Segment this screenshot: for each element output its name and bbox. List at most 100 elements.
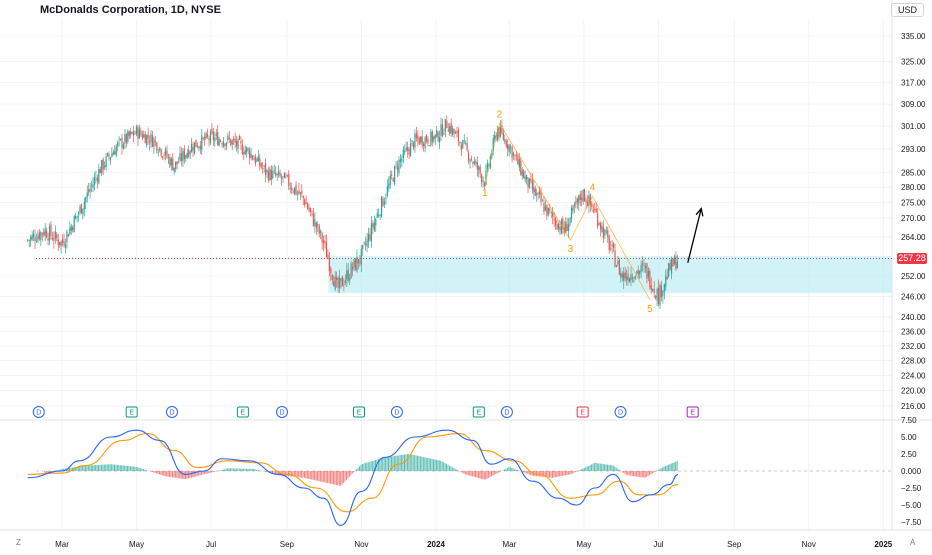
candle-body — [453, 129, 454, 133]
macd-histogram-bar — [211, 471, 212, 472]
corner-right-label[interactable]: A — [910, 538, 915, 547]
candle-body — [642, 263, 643, 265]
candle-body — [530, 179, 531, 181]
macd-histogram-bar — [142, 469, 143, 471]
macd-histogram-bar — [472, 471, 473, 476]
support-zone — [328, 256, 892, 293]
macd-axis-tick: −2.50 — [901, 484, 922, 493]
currency-selector[interactable]: USD — [891, 3, 924, 17]
candle-body — [394, 166, 395, 184]
macd-histogram-bar — [388, 457, 389, 471]
price-axis-tick: 246.00 — [901, 292, 926, 301]
macd-histogram-bar — [124, 466, 125, 471]
candle-body — [201, 135, 202, 150]
candle-body — [366, 239, 367, 246]
macd-histogram-bar — [316, 471, 317, 480]
macd-histogram-bar — [452, 467, 453, 471]
macd-histogram-bar — [606, 464, 607, 471]
candle-body — [142, 134, 143, 138]
candle-body — [607, 230, 608, 238]
macd-histogram-bar — [600, 464, 601, 471]
time-axis-label: Jul — [206, 540, 216, 549]
candle-body — [458, 130, 459, 141]
macd-histogram-bar — [427, 458, 428, 471]
candle-body — [365, 244, 366, 245]
macd-histogram-bar — [517, 470, 518, 471]
candle-body — [333, 281, 334, 286]
macd-histogram-bar — [317, 471, 318, 481]
candle-body — [449, 126, 450, 134]
candle-body — [513, 153, 514, 156]
macd-histogram-bar — [345, 471, 346, 481]
candle-body — [40, 232, 41, 240]
macd-histogram-bar — [289, 471, 290, 476]
macd-histogram-bar — [99, 465, 100, 471]
candle-body — [237, 139, 238, 149]
candle-body — [551, 212, 552, 213]
macd-histogram-bar — [611, 465, 612, 471]
macd-histogram-bar — [150, 471, 151, 472]
candle-body — [210, 131, 211, 142]
candle-body — [279, 173, 280, 177]
candle-body — [187, 153, 188, 158]
candle-body — [362, 245, 363, 249]
macd-histogram-bar — [492, 471, 493, 476]
macd-histogram-bar — [359, 466, 360, 471]
candle-body — [359, 262, 360, 263]
macd-line — [28, 430, 678, 525]
candle-body — [149, 141, 150, 143]
candle-body — [646, 263, 647, 279]
macd-histogram-bar — [301, 471, 302, 478]
macd-histogram-bar — [552, 471, 553, 478]
candle-body — [79, 206, 80, 212]
candle-body — [248, 149, 249, 150]
candle-body — [75, 216, 76, 219]
candle-body — [271, 170, 272, 180]
candle-body — [352, 267, 353, 270]
candle-body — [364, 242, 365, 243]
macd-histogram-bar — [285, 471, 286, 476]
macd-histogram-bar — [426, 458, 427, 471]
macd-histogram-bar — [637, 471, 638, 477]
corner-left-label[interactable]: Z — [16, 538, 21, 547]
candle-body — [571, 208, 572, 219]
macd-histogram-bar — [652, 471, 653, 473]
macd-histogram-bar — [523, 471, 524, 472]
candle-body — [45, 229, 46, 236]
event-marker-label: D — [279, 410, 284, 417]
macd-histogram-bar — [627, 471, 628, 475]
macd-histogram-bar — [495, 471, 496, 474]
candle-body — [558, 224, 559, 229]
candle-body — [323, 240, 324, 243]
candle-body — [245, 150, 246, 154]
macd-histogram-bar — [287, 471, 288, 476]
candle-body — [349, 278, 350, 280]
candle-body — [432, 132, 433, 142]
candle-body — [148, 134, 149, 138]
macd-histogram-bar — [407, 454, 408, 471]
candle-body — [111, 154, 112, 157]
candle-body — [482, 180, 483, 181]
macd-histogram-bar — [324, 471, 325, 482]
macd-histogram-bar — [610, 465, 611, 471]
macd-histogram-bar — [84, 466, 85, 471]
candle-body — [549, 209, 550, 211]
macd-histogram-bar — [510, 467, 511, 471]
candle-body — [319, 226, 320, 234]
macd-histogram-bar — [95, 465, 96, 471]
candle-body — [229, 137, 230, 139]
macd-histogram-bar — [672, 463, 673, 471]
candle-body — [598, 223, 599, 225]
candle-body — [340, 278, 341, 281]
candle-body — [284, 173, 285, 178]
macd-histogram-bar — [410, 454, 411, 471]
candle-body — [233, 138, 234, 140]
macd-histogram-bar — [608, 465, 609, 471]
macd-histogram-bar — [539, 471, 540, 476]
candle-body — [66, 231, 67, 241]
macd-histogram-bar — [205, 471, 206, 474]
candle-body — [539, 190, 540, 194]
macd-histogram-bar — [114, 465, 115, 471]
macd-histogram-bar — [516, 470, 517, 471]
